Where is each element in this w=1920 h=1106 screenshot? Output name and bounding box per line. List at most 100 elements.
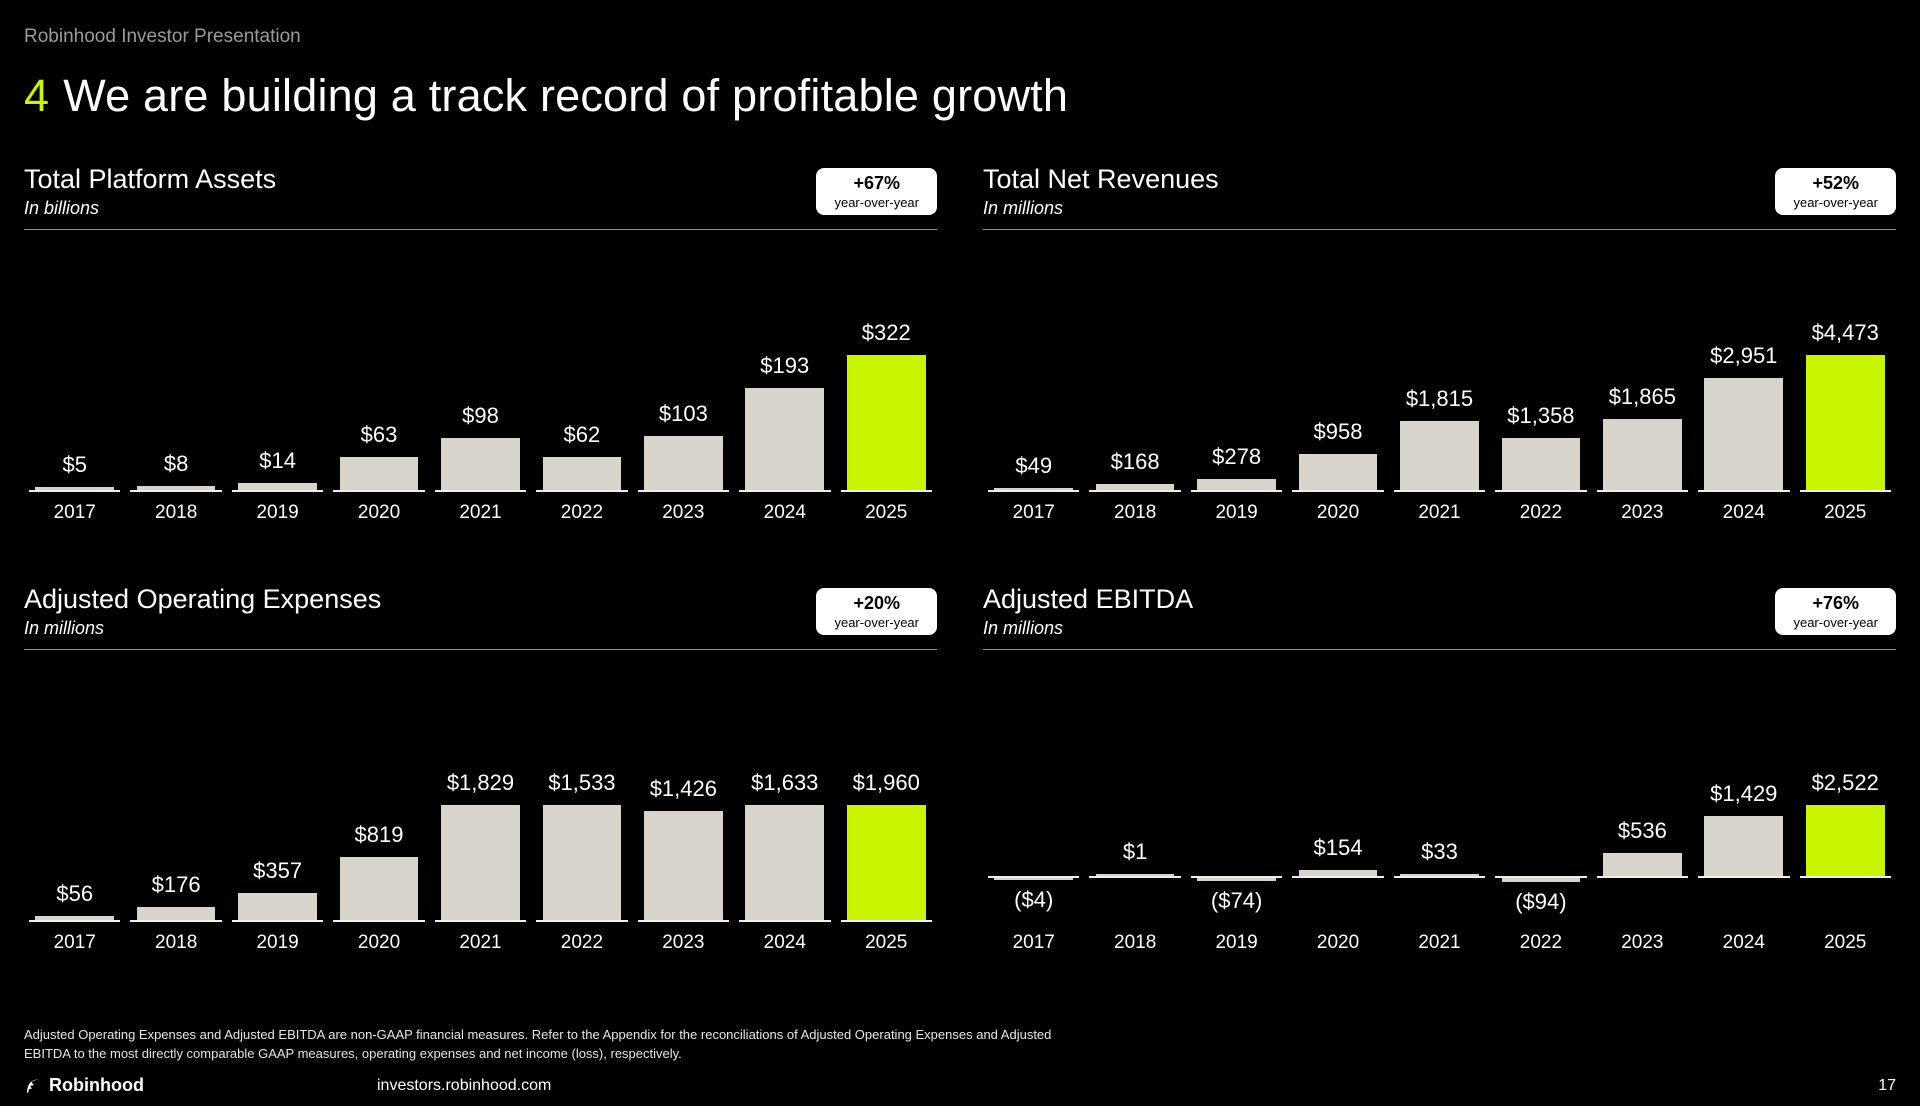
bar (1603, 419, 1682, 490)
chart-panel-adjusted-operating-expenses: Adjusted Operating Expenses In millions … (24, 584, 937, 954)
bar-column: $154 2020 (1292, 770, 1384, 954)
bar-column: $1 2018 (1089, 770, 1181, 954)
bar (644, 811, 723, 920)
year-label: 2017 (1012, 502, 1055, 523)
chart-title: Adjusted Operating Expenses (24, 584, 382, 614)
bar (1197, 479, 1276, 490)
bar-value-label: $193 (760, 353, 810, 378)
chart-subtitle: In millions (24, 618, 105, 638)
axis-baseline-segment (988, 490, 1080, 492)
year-label: 2023 (662, 502, 705, 523)
axis-baseline-segment (1393, 876, 1486, 878)
year-label: 2025 (1824, 502, 1867, 523)
year-label: 2024 (763, 932, 806, 953)
bar (1400, 421, 1479, 490)
yoy-badge-caption: year-over-year (1793, 195, 1878, 210)
bar (542, 457, 622, 490)
axis-baseline-segment (1495, 490, 1587, 492)
year-label: 2019 (256, 932, 299, 953)
bar (1603, 853, 1682, 876)
bar-value-label: $1,829 (446, 770, 515, 795)
bar-column: $2,951 2024 (1698, 320, 1790, 524)
year-label: 2022 (560, 932, 604, 953)
axis-baseline-segment (739, 920, 831, 922)
year-label: 2025 (865, 502, 908, 523)
yoy-badge-caption: year-over-year (834, 195, 919, 210)
bar-value-label: $2,951 (1710, 343, 1778, 368)
year-label: 2018 (155, 932, 198, 953)
bar-value-label: $62 (563, 422, 601, 447)
bar (745, 805, 825, 920)
axis-baseline-segment (130, 490, 222, 492)
bar-column: $322 2025 (840, 320, 932, 524)
charts-grid: Total Platform Assets In billions +67% y… (0, 164, 1920, 954)
year-label: 2023 (1621, 932, 1664, 953)
bar-value-label: $98 (462, 403, 499, 428)
year-label: 2025 (865, 932, 908, 953)
year-label: 2025 (1824, 932, 1867, 953)
bar-value-label: ($94) (1515, 889, 1567, 914)
axis-baseline-segment (1190, 876, 1283, 878)
chart-title: Total Platform Assets (24, 164, 277, 194)
year-label: 2022 (1519, 932, 1563, 953)
axis-baseline-segment (536, 920, 628, 922)
year-label: 2018 (155, 502, 198, 523)
bar (339, 457, 419, 490)
axis-baseline-segment (333, 920, 425, 922)
axis-baseline-segment (29, 490, 121, 492)
deck-title-eyebrow: Robinhood Investor Presentation (24, 26, 301, 47)
year-label: 2017 (53, 502, 96, 523)
bar-value-label: $958 (1313, 419, 1363, 444)
yoy-badge: +67% year-over-year (816, 168, 937, 215)
bar (542, 805, 622, 920)
year-label: 2017 (53, 932, 96, 953)
year-label: 2024 (763, 502, 806, 523)
bar-column: $4,473 2025 (1799, 320, 1891, 524)
bar (35, 487, 115, 490)
yoy-badge: +20% year-over-year (816, 588, 937, 635)
robinhood-brand: Robinhood (24, 1075, 144, 1096)
bar-column: $168 2018 (1089, 320, 1181, 524)
year-label: 2017 (1012, 932, 1055, 953)
year-label: 2020 (357, 932, 401, 953)
year-label: 2020 (1316, 932, 1360, 953)
year-label: 2019 (256, 502, 299, 523)
year-label: 2022 (560, 502, 604, 523)
bar-negative (1501, 878, 1581, 882)
bar-value-label: $8 (163, 451, 189, 476)
bar-value-label: $1,358 (1507, 403, 1575, 428)
axis-baseline-segment (840, 490, 932, 492)
bar-column: $819 2020 (333, 770, 425, 954)
bar-value-label: $1,533 (548, 770, 616, 795)
axis-baseline-segment (434, 490, 527, 492)
yoy-badge-caption: year-over-year (1793, 615, 1878, 630)
bar-column: $357 2019 (231, 770, 324, 954)
chart-header: Adjusted Operating Expenses In millions … (24, 584, 937, 650)
bar-value-label: $56 (56, 881, 94, 906)
axis-baseline-segment (1393, 490, 1486, 492)
bar-column: $49 2017 (988, 320, 1080, 524)
bar (35, 916, 115, 920)
bar-column: $62 2022 (536, 320, 628, 524)
bar-column: $2,522 2025 (1799, 770, 1891, 954)
bar (1704, 816, 1784, 876)
axis-baseline-segment (1089, 490, 1181, 492)
axis-baseline-segment (434, 920, 527, 922)
year-label: 2023 (662, 932, 705, 953)
axis-baseline-segment (1698, 490, 1790, 492)
bar-column: $278 2019 (1190, 320, 1283, 524)
axis-baseline-segment (840, 920, 932, 922)
year-label: 2024 (1722, 932, 1765, 953)
bar-value-label: $1,960 (852, 770, 920, 795)
bar-value-label: $63 (360, 422, 398, 447)
investor-relations-url: investors.robinhood.com (377, 1076, 552, 1094)
axis-baseline-segment (739, 490, 831, 492)
bar-value-label: $154 (1313, 835, 1363, 860)
bar (136, 486, 216, 490)
bar-value-label: $357 (253, 858, 303, 883)
yoy-badge-percent: +67% (853, 173, 900, 193)
chart-header: Adjusted EBITDA In millions +76% year-ov… (983, 584, 1896, 650)
bar-column: $536 2023 (1596, 770, 1689, 954)
bar-column: $1,358 2022 (1495, 320, 1587, 524)
chart-subtitle: In billions (24, 198, 100, 218)
